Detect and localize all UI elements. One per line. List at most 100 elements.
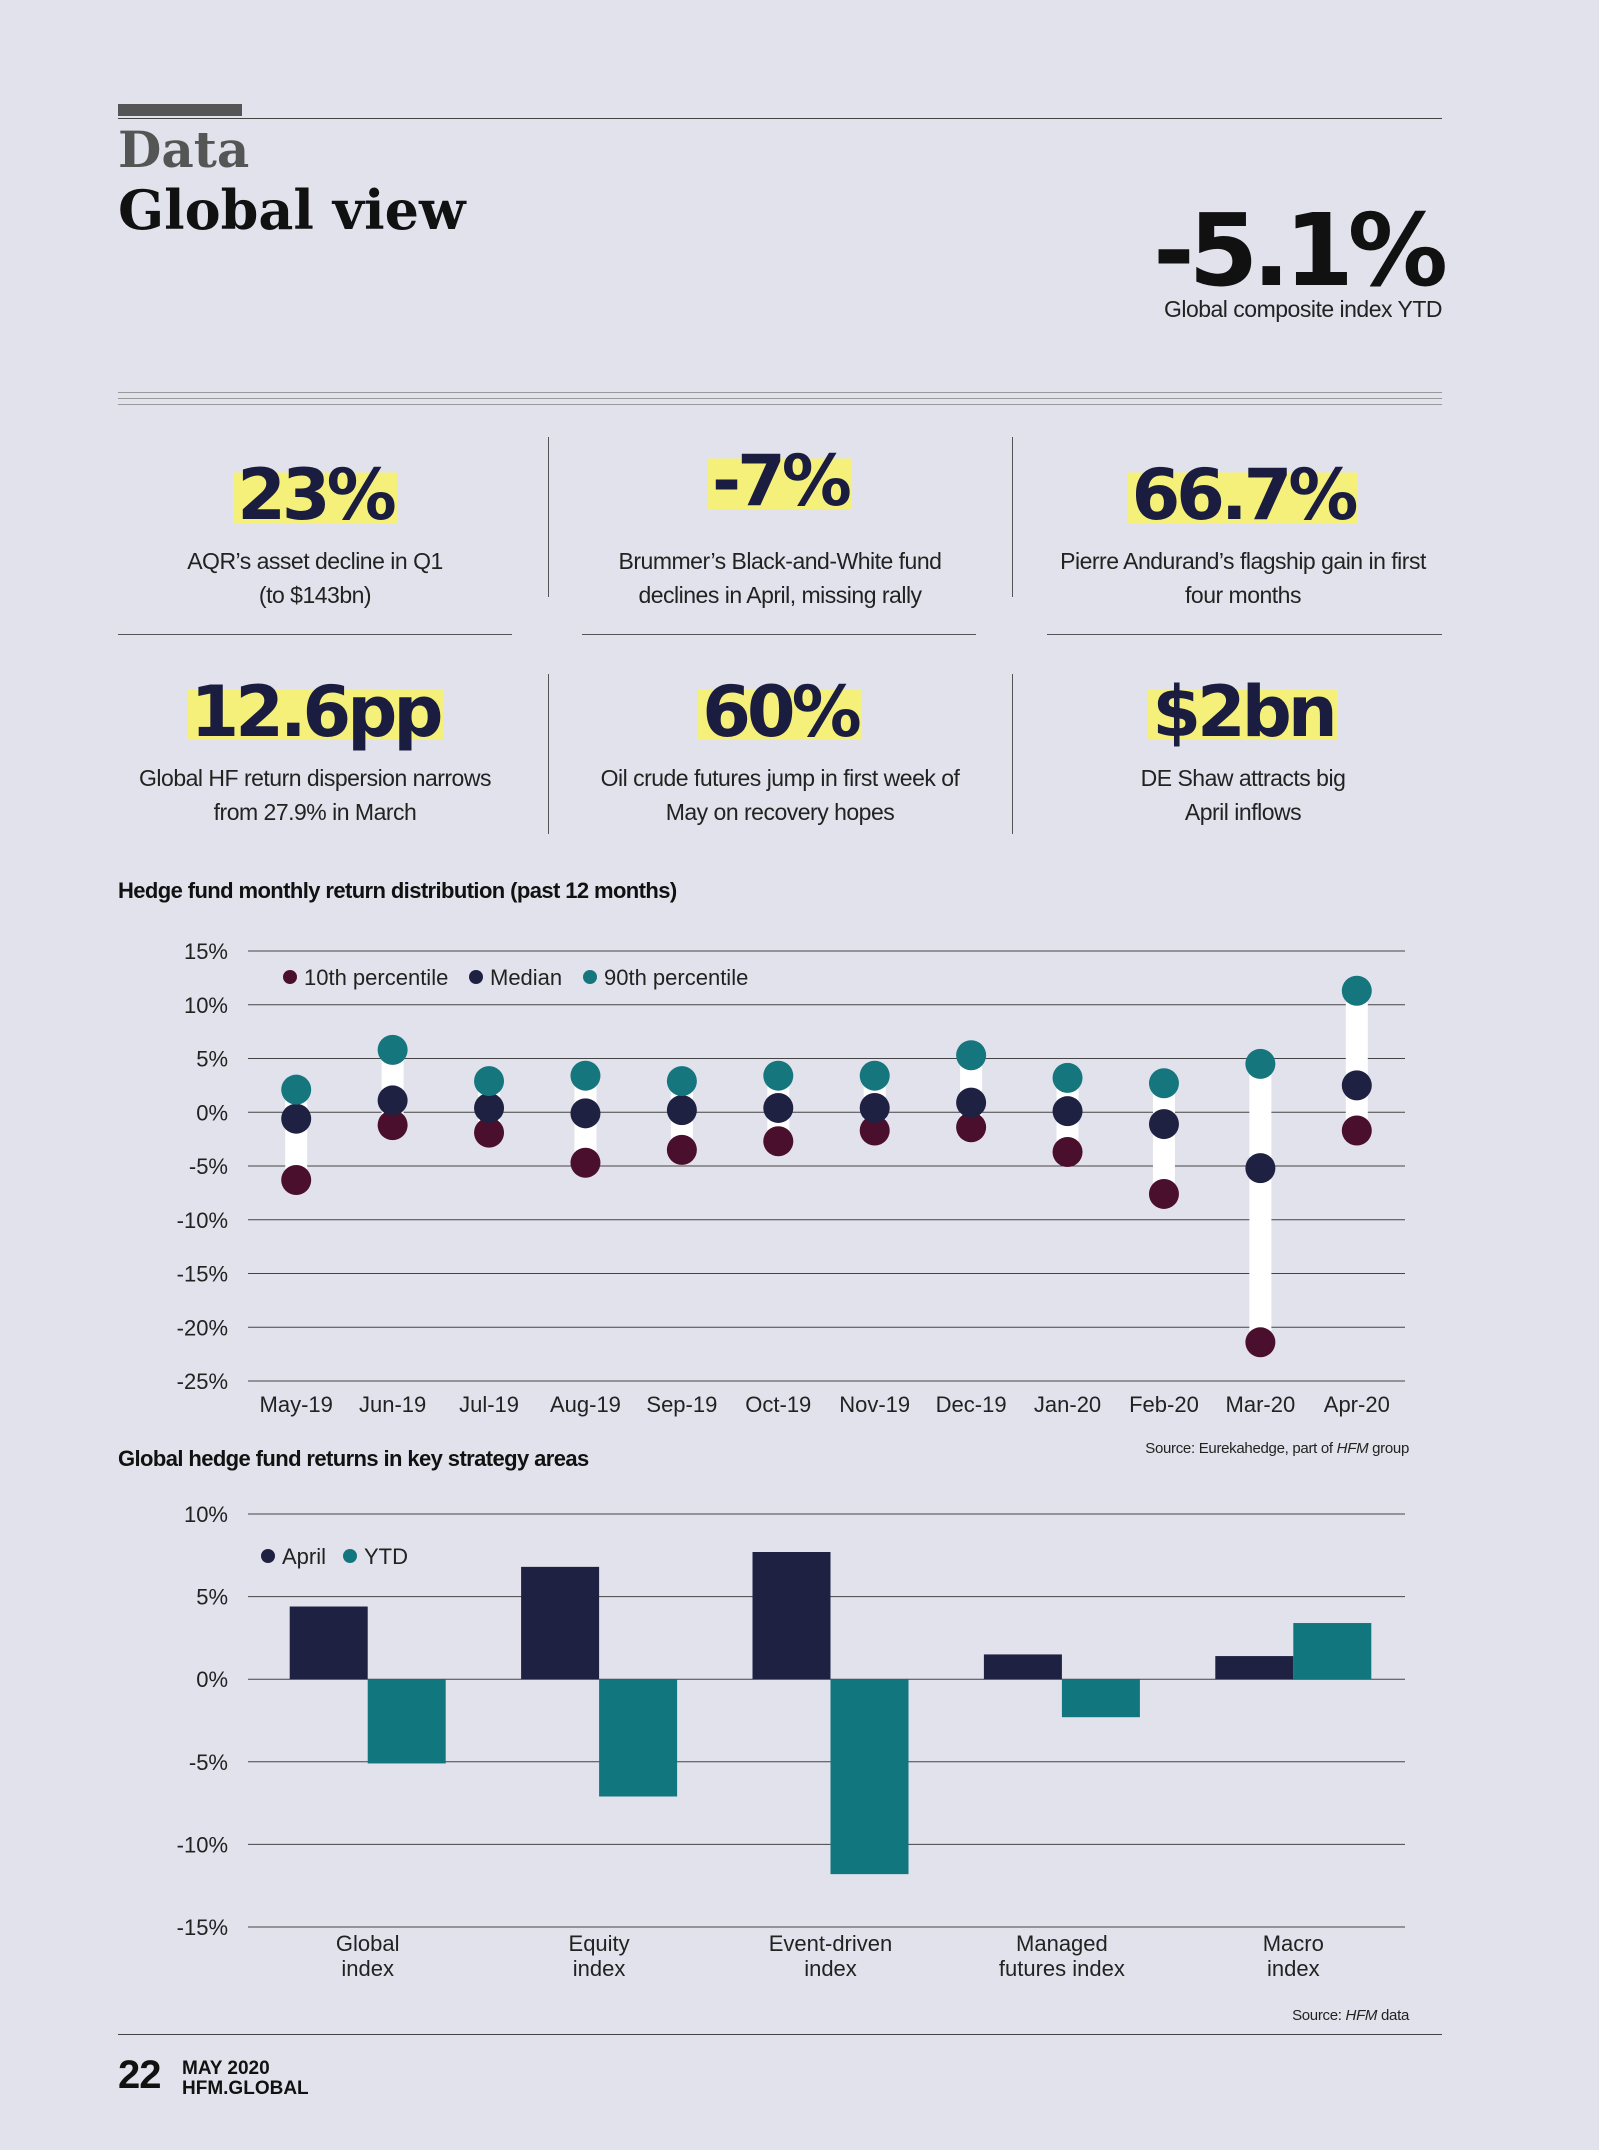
data-point [956, 1087, 987, 1118]
data-point [666, 1095, 697, 1126]
kpi-rule [118, 634, 512, 635]
chart-source: Source: HFM data [1292, 2007, 1409, 2024]
x-tick-label: Event-driven [769, 1931, 893, 1956]
y-tick-label: -15% [177, 1262, 228, 1287]
y-tick-label: -10% [177, 1832, 228, 1857]
x-tick-label: Global [336, 1931, 400, 1956]
kpi-caption-line: May on recovery hopes [665, 799, 895, 825]
issue-date: MAY 2020 [182, 2058, 270, 2079]
x-tick-label: Aug-19 [550, 1392, 621, 1417]
data-point [763, 1092, 794, 1123]
kpi-caption-line: Pierre Andurand’s flagship gain in first [1060, 548, 1426, 574]
source-italic: HFM [1336, 1440, 1369, 1457]
data-point [474, 1092, 505, 1123]
kpi-card: 12.6pp Global HF return dispersion narro… [85, 677, 545, 829]
kpi-caption-line: Global HF return dispersion narrows [139, 765, 491, 791]
kpi-value: $2bn [1148, 677, 1338, 747]
kpi-divider [1012, 674, 1013, 834]
kpi-caption: DE Shaw attracts big April inflows [1013, 761, 1473, 829]
y-tick-label: 10% [184, 993, 228, 1018]
data-point [570, 1147, 601, 1178]
x-tick-label: index [804, 1956, 857, 1981]
data-point [1341, 1070, 1372, 1101]
data-point [859, 1115, 890, 1146]
y-tick-label: -5% [189, 1750, 228, 1775]
kpi-value: -7% [708, 446, 852, 516]
x-tick-label: index [1267, 1956, 1320, 1981]
data-point [956, 1040, 987, 1071]
legend-label: April [282, 1544, 326, 1569]
kpi-caption-line: (to $143bn) [258, 582, 372, 608]
source-prefix: Source: Eurekahedge, part of [1145, 1440, 1337, 1457]
x-tick-label: Managed [1016, 1931, 1108, 1956]
headline-caption: Global composite index YTD [1163, 296, 1443, 322]
data-point [1245, 1048, 1276, 1079]
source-suffix: data [1377, 2007, 1409, 2024]
x-tick-label: index [573, 1956, 626, 1981]
x-tick-label: Sep-19 [646, 1392, 717, 1417]
legend-marker [583, 970, 597, 984]
x-tick-label: futures index [999, 1956, 1125, 1981]
data-point [1341, 975, 1372, 1006]
page-number: 22 [118, 2053, 161, 2097]
kpi-value: 23% [233, 460, 397, 530]
bar [599, 1679, 678, 1797]
y-tick-label: 0% [196, 1100, 228, 1125]
legend-marker [261, 1549, 275, 1563]
data-point [956, 1112, 987, 1143]
data-point [1245, 1327, 1276, 1358]
data-point [474, 1117, 505, 1148]
data-point [666, 1134, 697, 1165]
y-tick-label: -20% [177, 1315, 228, 1340]
bar [289, 1606, 368, 1680]
data-point [1052, 1137, 1083, 1168]
kpi-caption-line: AQR’s asset decline in Q1 [187, 548, 443, 574]
page-title: Global view [118, 178, 466, 242]
data-point [474, 1066, 505, 1097]
kpi-value: 66.7% [1127, 460, 1359, 530]
kpi-caption-line: from 27.9% in March [213, 799, 417, 825]
x-tick-label: Jun-19 [359, 1392, 426, 1417]
header-accent-bar [118, 104, 242, 116]
legend-label: Median [490, 965, 562, 990]
x-tick-label: Feb-20 [1129, 1392, 1199, 1417]
kpi-caption: Brummer’s Black-and-White fund declines … [550, 544, 1010, 612]
kpi-caption-line: Brummer’s Black-and-White fund [618, 548, 942, 574]
data-point [1052, 1096, 1083, 1127]
dot-plot-chart: 15% 10% 5% 0% -5% -10% -15% -20% -25% May-19 Jun-1… [177, 939, 1405, 1417]
legend-label: 90th percentile [604, 965, 748, 990]
triple-rule-2 [118, 398, 1442, 399]
data-point [763, 1126, 794, 1157]
data-point [666, 1066, 697, 1097]
kpi-card: -7% Brummer’s Black-and-White fund decli… [550, 446, 1010, 612]
bar [367, 1679, 446, 1764]
source-prefix: Source: [1292, 2007, 1346, 2024]
legend-marker [343, 1549, 357, 1563]
kpi-divider [1012, 437, 1013, 597]
kpi-caption: Oil crude futures jump in first week of … [550, 761, 1010, 829]
triple-rule-1 [118, 392, 1442, 393]
kpi-divider [548, 437, 549, 597]
kpi-caption: Pierre Andurand’s flagship gain in first… [1013, 544, 1473, 612]
chart-title: Hedge fund monthly return distribution (… [118, 878, 677, 903]
y-tick-label: 0% [196, 1667, 228, 1692]
y-tick-label: -10% [177, 1208, 228, 1233]
data-point [1148, 1178, 1179, 1209]
x-tick-label: Macro [1263, 1931, 1324, 1956]
data-point [1148, 1109, 1179, 1140]
kpi-divider [548, 674, 549, 834]
x-tick-label: Mar-20 [1226, 1392, 1296, 1417]
bar-chart: 10%5%0%-5%-10%-15%GlobalindexEquityindex… [177, 1502, 1405, 1981]
chart-title: Global hedge fund returns in key strateg… [118, 1446, 589, 1471]
range-bar [1249, 1063, 1272, 1343]
legend-label: 10th percentile [304, 965, 448, 990]
kpi-rule [1047, 634, 1442, 635]
data-point [1052, 1062, 1083, 1093]
y-tick-label: -5% [189, 1154, 228, 1179]
bar [521, 1566, 600, 1680]
y-tick-label: 5% [196, 1047, 228, 1072]
kpi-caption-line: declines in April, missing rally [638, 582, 922, 608]
kpi-value: 60% [698, 677, 862, 747]
data-point [859, 1092, 890, 1123]
header-rule [118, 118, 1442, 119]
